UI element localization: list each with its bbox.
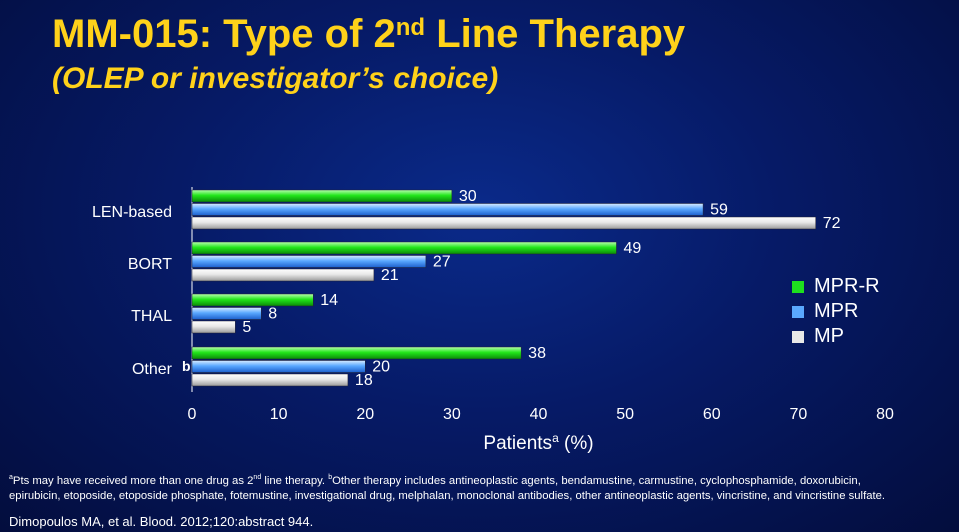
bar-value-label: 49 bbox=[623, 240, 641, 257]
slide-subtitle: (OLEP or investigator’s choice) bbox=[52, 62, 499, 95]
legend-swatch bbox=[792, 280, 804, 293]
bar-mp bbox=[191, 216, 816, 230]
footnote-line-2: epirubicin, etoposide, etoposide phospha… bbox=[9, 490, 886, 502]
x-tick-label: 60 bbox=[703, 406, 721, 423]
category-superscript: b bbox=[182, 358, 191, 374]
footnote-line-1: aPts may have received more than one dru… bbox=[9, 474, 861, 487]
chart-legend: MPR-R MPR MP bbox=[792, 274, 880, 349]
slide-title: MM-015: Type of 2nd Line Therapy bbox=[52, 12, 686, 56]
bar-mpr bbox=[191, 203, 704, 216]
x-tick-label: 30 bbox=[443, 406, 461, 423]
legend-swatch bbox=[792, 305, 804, 318]
category-label: Other bbox=[132, 361, 173, 378]
category-label: BORT bbox=[128, 256, 172, 273]
bar-mp bbox=[191, 320, 236, 334]
bar-value-label: 21 bbox=[381, 267, 399, 284]
legend-item-mp: MP bbox=[792, 324, 880, 349]
x-tick-label: 40 bbox=[530, 406, 548, 423]
bar-value-label: 38 bbox=[528, 345, 546, 362]
legend-item-mpr: MPR bbox=[792, 299, 880, 324]
bar-mpr bbox=[191, 360, 366, 373]
x-axis-label: Patientsa (%) bbox=[483, 431, 593, 454]
bar-mpr-r bbox=[191, 293, 314, 307]
bar-mp bbox=[191, 373, 349, 387]
x-tick-label: 20 bbox=[356, 406, 374, 423]
bar-value-label: 30 bbox=[459, 188, 477, 205]
legend-swatch bbox=[792, 330, 804, 343]
x-tick-label: 80 bbox=[876, 406, 894, 423]
bar-value-label: 14 bbox=[320, 292, 338, 309]
bar-mpr-r bbox=[191, 346, 522, 360]
bar-value-label: 5 bbox=[242, 319, 251, 336]
x-tick-label: 10 bbox=[270, 406, 288, 423]
bar-mpr-r bbox=[191, 189, 453, 203]
bar-mpr bbox=[191, 307, 262, 320]
bar-mpr-r bbox=[191, 241, 617, 255]
bar-value-label: 18 bbox=[355, 372, 373, 389]
category-label: THAL bbox=[131, 308, 172, 325]
bar-mp bbox=[191, 268, 375, 282]
bar-value-label: 20 bbox=[372, 359, 390, 376]
bar-value-label: 27 bbox=[433, 254, 451, 271]
bar-mpr bbox=[191, 255, 427, 268]
legend-item-mpr-r: MPR-R bbox=[792, 274, 880, 299]
bar-value-label: 72 bbox=[823, 215, 841, 232]
x-tick-label: 70 bbox=[789, 406, 807, 423]
x-tick-label: 0 bbox=[188, 406, 197, 423]
category-label: LEN-based bbox=[92, 204, 172, 221]
citation: Dimopoulos MA, et al. Blood. 2012;120:ab… bbox=[9, 514, 314, 529]
bar-value-label: 8 bbox=[268, 306, 277, 323]
x-tick-label: 50 bbox=[616, 406, 634, 423]
bar-value-label: 59 bbox=[710, 202, 728, 219]
